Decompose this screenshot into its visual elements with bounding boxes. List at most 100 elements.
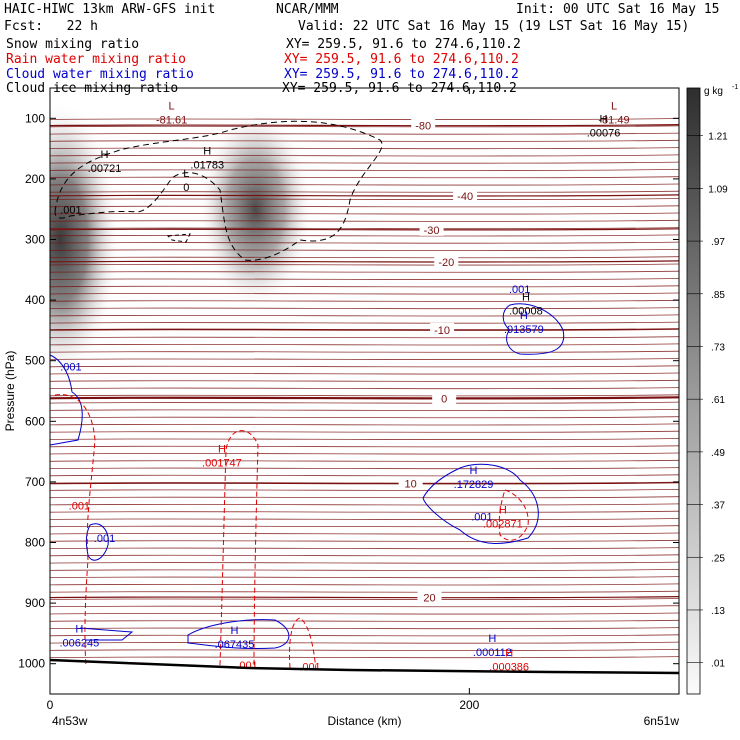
colorbar-level-label: .49 (711, 448, 725, 459)
y-tick-label: 600 (25, 414, 45, 428)
temperature-contour-label: -20 (438, 257, 454, 269)
temperature-contour (50, 547, 679, 550)
colorbar-level-label: .97 (711, 237, 725, 248)
contour-value-label: .000112 (473, 647, 512, 659)
temperature-contour (50, 118, 679, 121)
temperature-contour (50, 569, 679, 571)
field-snow-name: Snow mixing ratio (6, 37, 140, 52)
temperature-contour (50, 256, 679, 259)
extremum-marker: H (499, 504, 507, 516)
contour-value-label: .001747 (202, 458, 242, 470)
temperature-contour (50, 510, 679, 513)
snow-contour-dashed (54, 120, 383, 261)
temperature-contour (50, 438, 679, 441)
init-time: Init: 00 UTC Sat 16 May 15 (516, 2, 720, 17)
temperature-contour (50, 525, 679, 528)
contour-value-label: .172829 (454, 479, 494, 491)
temperature-contour (50, 358, 679, 361)
colorbar-level-label: 1.21 (708, 132, 728, 143)
contour-value-label: .00721 (88, 163, 122, 175)
y-tick-label: 500 (25, 354, 45, 368)
temperature-contour (50, 154, 679, 157)
temperature-contour (50, 641, 679, 644)
contour-label-bg (419, 222, 444, 236)
extremum-marker: L (611, 101, 617, 113)
x-end-label-left: 4n53w (52, 714, 88, 728)
temperature-contour (50, 183, 679, 186)
temperature-contour (50, 263, 679, 266)
temperature-contour (50, 561, 679, 564)
temperature-contour (50, 198, 679, 201)
temperature-contour-20 (50, 596, 679, 599)
temperature-contour--30 (50, 228, 679, 231)
temperature-contour (50, 459, 679, 462)
contour-label-bg (398, 476, 423, 490)
colorbar-level-label: 1.09 (708, 184, 728, 195)
temperature-contour (50, 518, 679, 521)
temperature-contour (50, 489, 679, 491)
y-tick-label: 900 (25, 596, 45, 610)
temperature-contour-label: 10 (405, 479, 417, 491)
contour-label-bg (417, 590, 442, 604)
temperature-contour (50, 139, 679, 142)
temperature-contour (50, 598, 679, 601)
cloud-water-contour-surface-mid (187, 619, 290, 650)
y-tick-label: 1000 (18, 657, 45, 671)
extremum-marker: H (203, 146, 211, 158)
field-rain-name: Rain water mixing ratio (6, 52, 187, 67)
extremum-marker: H (488, 633, 496, 645)
cloud-water-contour-small-left (85, 523, 109, 561)
temperature-contour (50, 227, 679, 230)
temperature-contour (50, 336, 679, 339)
colorbar-level-label: .73 (711, 342, 725, 353)
temperature-contour--20 (50, 260, 679, 263)
y-tick-label: 400 (25, 293, 45, 307)
temperature-contour (50, 430, 679, 433)
extremum-marker: H (101, 149, 109, 161)
contour-value-label: .001 (60, 204, 81, 216)
temperature-contour (50, 132, 679, 135)
contour-label-bg (432, 391, 457, 405)
contour-label-bg (434, 254, 459, 268)
temperature-contour (50, 619, 679, 622)
temperature-contour (50, 125, 679, 128)
cloud-water-contour-surface-left (79, 627, 134, 641)
temperature-contour (50, 350, 679, 353)
x-tick-label: 200 (459, 698, 479, 712)
temperature-contour (50, 423, 679, 426)
y-tick-label: 800 (25, 536, 45, 550)
contour-value-label: .013579 (504, 324, 544, 336)
contour-label-bg (430, 322, 455, 336)
valid-time: Valid: 22 UTC Sat 16 May 15 (19 LST Sat … (298, 19, 690, 34)
contour-label-bg (411, 118, 436, 132)
y-tick-label: 100 (25, 111, 45, 125)
colorbar-unit: g kg (704, 86, 723, 97)
x-end-label-right: 6n51w (644, 714, 680, 728)
temperature-contour (50, 409, 679, 411)
temperature-contour (50, 445, 679, 448)
temperature-contour-label: 0 (441, 393, 447, 405)
contour-value-label: .001 (69, 501, 90, 513)
temperature-contour (50, 365, 679, 368)
colorbar-unit-exponent: -1 (732, 84, 738, 91)
colorbar-level-label: .25 (711, 553, 725, 564)
colorbar-level-label: .37 (711, 501, 725, 512)
contour-value-label: .01783 (190, 160, 224, 172)
y-tick-label: 300 (25, 233, 45, 247)
rain-contour-surface (289, 617, 317, 671)
contour-value-label: .001 (94, 533, 115, 545)
contour-value-label: .067435 (215, 639, 255, 651)
contour-value-label: .001 (509, 284, 530, 296)
field-cloud-water-name: Cloud water mixing ratio (6, 67, 194, 82)
temperature-contour (50, 278, 679, 281)
temperature-contour (50, 241, 679, 244)
temperature-contour (50, 627, 679, 630)
extremum-marker: H (505, 647, 513, 659)
field-cloud-water-xy: XY= 259.5, 91.6 to 274.6,110.2 (284, 67, 519, 82)
colorbar-level-label: .13 (711, 606, 725, 617)
temperature-contour (50, 249, 679, 251)
temperature-contour--40 (50, 194, 679, 197)
temperature-contour (50, 212, 679, 215)
temperature-contour (50, 452, 679, 455)
temperature-contour (50, 169, 679, 171)
